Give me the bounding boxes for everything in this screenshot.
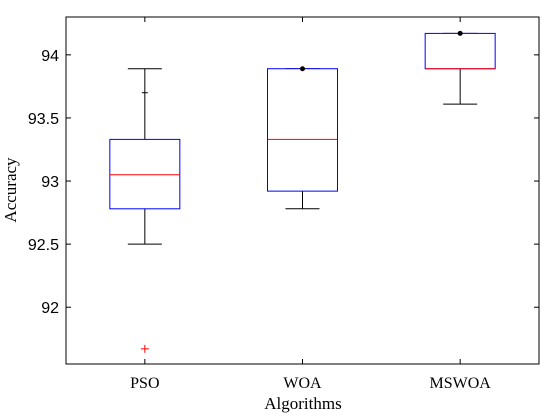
data-dot: [300, 66, 305, 72]
box-pso: [109, 68, 181, 353]
y-tick-label: 92.5: [28, 237, 59, 254]
box-mswoa: [424, 30, 496, 105]
x-axis-label: Algorithms: [264, 394, 341, 413]
y-axis: 92 92.5 93 93.5 94: [28, 48, 539, 317]
y-axis-label: Accuracy: [1, 157, 20, 223]
y-tick-label: 93.5: [28, 111, 59, 128]
box-iqr: [424, 32, 496, 70]
x-axis: PSO WOA MSWOA: [130, 17, 491, 392]
box-iqr: [267, 68, 338, 192]
y-tick-label: 94: [41, 48, 59, 65]
box-iqr: [109, 138, 181, 210]
boxes-group: [109, 30, 496, 353]
box-woa: [267, 66, 338, 210]
y-tick-label: 93: [41, 174, 59, 191]
outlier-marker: [140, 344, 149, 353]
x-tick-label-pso: PSO: [130, 375, 159, 392]
data-dot: [457, 30, 463, 36]
x-tick-label-woa: WOA: [283, 375, 322, 392]
y-tick-label: 92: [41, 300, 59, 317]
x-tick-label-mswoa: MSWOA: [429, 375, 491, 392]
